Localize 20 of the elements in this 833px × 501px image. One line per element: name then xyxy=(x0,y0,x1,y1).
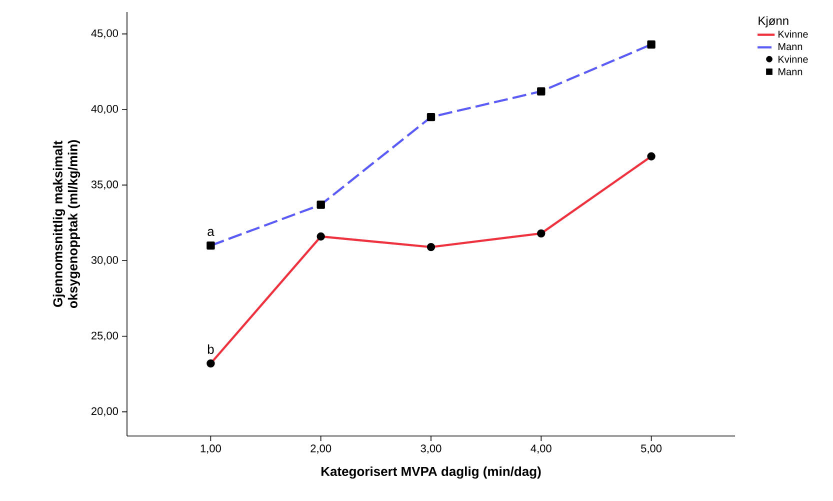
x-tick-label: 5,00 xyxy=(641,444,662,454)
x-tick-label: 1,00 xyxy=(200,444,221,454)
y-tick-label: 20,00 xyxy=(91,407,118,416)
legend-label: Mann xyxy=(778,43,802,50)
x-tick-label: 3,00 xyxy=(420,444,442,454)
text: Kvinne xyxy=(778,30,808,38)
y-tick-label: 25,00 xyxy=(91,332,118,341)
legend-title: Kjønn xyxy=(758,16,788,28)
y-tick-label: 40,00 xyxy=(91,104,118,114)
annotation: b xyxy=(208,344,214,354)
text: Mann xyxy=(778,68,802,76)
x-tick-label: 2,00 xyxy=(310,444,332,454)
y-axis-title: Gjennomsnittlig maksimalt oksygenopptak (ml/kg/min) xyxy=(52,140,80,308)
x-axis-title: Kategorisert MVPA daglig (min/dag) xyxy=(321,466,541,479)
legend-label: Kvinne xyxy=(778,56,808,63)
x-tick-label: 4,00 xyxy=(530,444,552,454)
y-tick-label: 45,00 xyxy=(91,29,118,38)
y-tick-label: 35,00 xyxy=(91,180,118,190)
annotation: a xyxy=(208,228,214,236)
y-tick-label: 30,00 xyxy=(91,256,118,266)
